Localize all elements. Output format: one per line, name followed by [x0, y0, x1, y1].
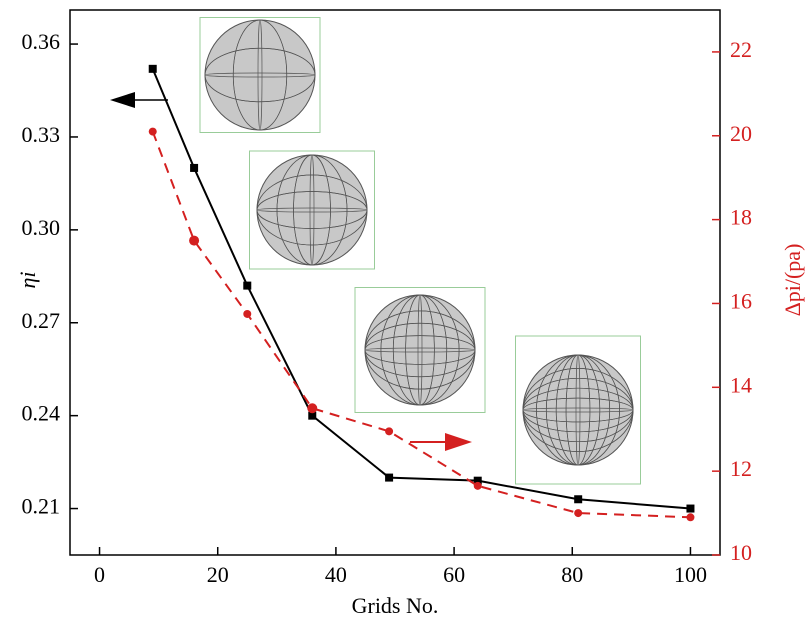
- sphere: [364, 294, 476, 406]
- x-tick-label: 100: [674, 562, 707, 587]
- y-tick-label: 0.21: [22, 494, 61, 519]
- mesh-line: [364, 310, 476, 390]
- mesh-line: [536, 354, 620, 466]
- marker: [148, 127, 157, 136]
- marker: [189, 235, 200, 246]
- x-tick-label: 20: [207, 562, 229, 587]
- arrow-left: [110, 92, 168, 108]
- y2-tick-label: 18: [730, 205, 752, 230]
- y2-tick-label: 12: [730, 456, 752, 481]
- marker: [307, 403, 318, 414]
- y2-tick-label: 16: [730, 289, 752, 314]
- mesh-box: [515, 335, 641, 485]
- x-tick-label: 80: [561, 562, 583, 587]
- mesh-box: [249, 150, 375, 270]
- sphere: [256, 154, 368, 266]
- mesh-line: [232, 19, 288, 131]
- y2-tick-label: 14: [730, 372, 752, 397]
- y-tick-label: 0.36: [22, 29, 61, 54]
- marker: [243, 309, 252, 318]
- x-tick-label: 0: [94, 562, 105, 587]
- y2-tick-label: 20: [730, 121, 752, 146]
- marker: [308, 411, 317, 420]
- series-line: [151, 131, 691, 519]
- sphere: [522, 354, 634, 466]
- y2-tick-label: 22: [730, 37, 752, 62]
- mesh-line: [380, 294, 460, 406]
- marker: [574, 509, 583, 518]
- mesh-box: [199, 17, 321, 133]
- mesh-box: [354, 287, 486, 413]
- sphere-images: [199, 17, 641, 485]
- plot-frame: [69, 9, 721, 556]
- y-tick-label: 0.33: [22, 122, 61, 147]
- x-tick-label: 60: [443, 562, 465, 587]
- series-line: [151, 68, 691, 510]
- mesh-line: [276, 154, 348, 266]
- marker: [190, 163, 199, 172]
- marker: [686, 513, 695, 522]
- arrow-right: [410, 433, 472, 451]
- y-tick-label: 0.30: [22, 215, 61, 240]
- mesh-line: [204, 47, 316, 103]
- y-tick-label: 0.27: [22, 308, 61, 333]
- marker: [385, 473, 394, 482]
- sphere: [204, 19, 316, 131]
- marker: [686, 504, 695, 513]
- marker: [574, 495, 583, 504]
- marker: [385, 427, 394, 436]
- marker: [473, 481, 482, 490]
- x-axis-title: Grids No.: [352, 593, 439, 618]
- y2-tick-label: 10: [730, 540, 752, 565]
- marker: [148, 64, 157, 73]
- y-axis-title: ηi: [15, 271, 40, 288]
- marker: [243, 281, 252, 290]
- marker: [473, 476, 482, 485]
- y2-axis-title: Δpi/(pa): [780, 244, 805, 317]
- x-tick-label: 40: [325, 562, 347, 587]
- y-tick-label: 0.24: [22, 401, 61, 426]
- mesh-line: [256, 174, 368, 246]
- mesh-line: [522, 368, 634, 452]
